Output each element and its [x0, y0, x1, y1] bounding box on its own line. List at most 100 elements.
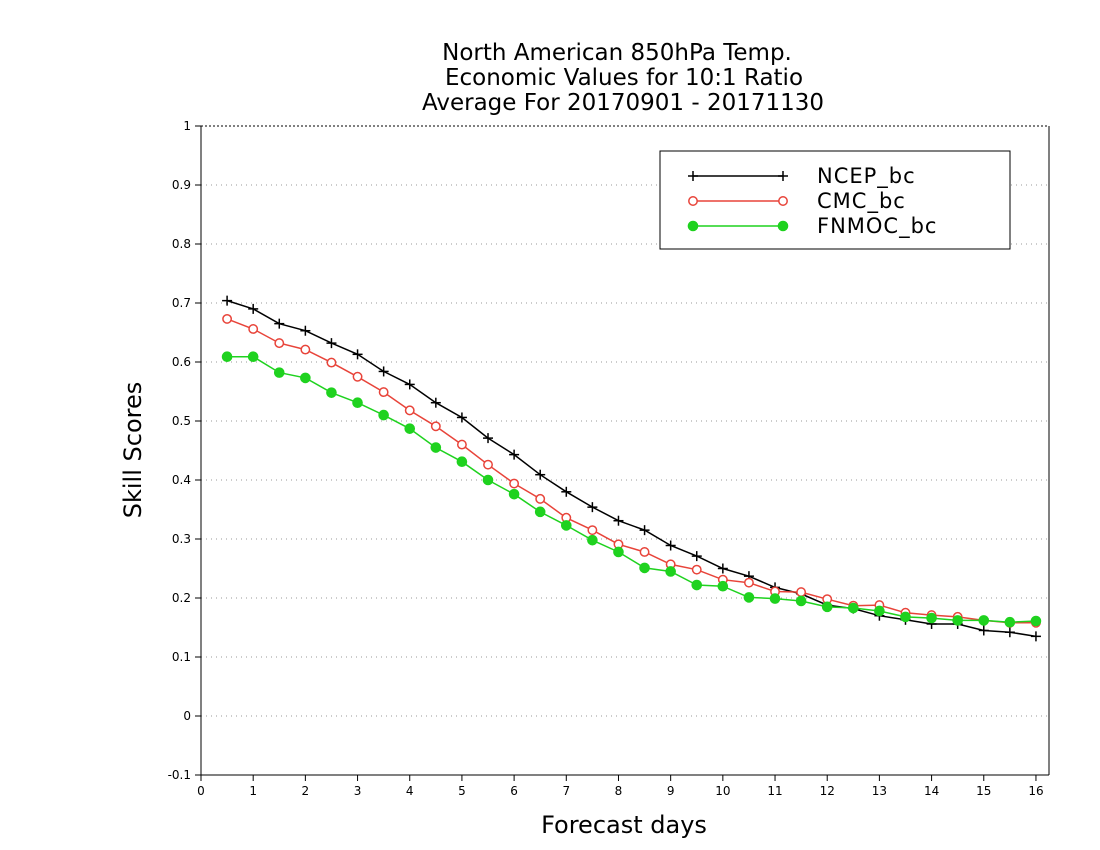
x-tick-label: 0: [197, 784, 205, 798]
x-tick-label: 10: [715, 784, 730, 798]
data-point-fnmoc-bc: [769, 593, 781, 604]
data-point-fnmoc-bc: [848, 602, 859, 614]
data-point-ncep-bc: [248, 303, 259, 314]
data-point-ncep-bc: [222, 295, 233, 306]
data-point-fnmoc-bc: [587, 534, 598, 546]
series-line-fnmoc-bc: [227, 355, 1037, 623]
x-tick-label: 12: [820, 784, 835, 798]
data-point-fnmoc-bc: [1030, 615, 1042, 627]
data-point-fnmoc-bc: [874, 605, 885, 617]
series-layer: [221, 295, 1042, 642]
data-point-cmc-bc: [222, 313, 233, 324]
data-point-ncep-bc: [509, 449, 520, 460]
data-point-fnmoc-bc: [482, 474, 494, 486]
data-point-ncep-bc: [717, 563, 728, 574]
data-point-ncep-bc: [665, 540, 676, 551]
data-point-cmc-bc: [587, 525, 598, 536]
x-tick-label: 5: [458, 784, 466, 798]
data-point-cmc-bc: [509, 478, 520, 489]
y-tick-label: 0.3: [172, 532, 191, 546]
y-tick-label: 0.7: [172, 296, 191, 310]
data-point-fnmoc-bc: [978, 615, 990, 626]
data-point-fnmoc-bc: [639, 562, 650, 574]
data-point-fnmoc-bc: [221, 351, 233, 362]
x-tick-label: 16: [1028, 784, 1043, 798]
data-point-ncep-bc: [691, 551, 702, 562]
data-point-cmc-bc: [456, 439, 467, 450]
data-point-fnmoc-bc: [795, 595, 807, 607]
y-axis-label: Skill Scores: [119, 382, 147, 519]
legend-item-cmc-bc: CMC_bc: [688, 189, 905, 214]
data-point-cmc-bc: [691, 564, 702, 575]
data-point-fnmoc-bc: [900, 611, 911, 623]
x-tick-label: 6: [510, 784, 518, 798]
data-point-ncep-bc: [274, 318, 285, 329]
data-point-fnmoc-bc: [247, 351, 259, 362]
data-point-fnmoc-bc: [926, 612, 937, 624]
data-point-ncep-bc: [430, 397, 441, 408]
data-point-ncep-bc: [404, 379, 415, 390]
legend-item-ncep-bc: NCEP_bc: [688, 164, 916, 189]
series-fnmoc-bc: [221, 351, 1042, 628]
plot-frame: [200, 125, 1050, 776]
chart-title: North American 850hPa Temp. Economic Val…: [422, 40, 824, 116]
x-tick-label: 3: [354, 784, 362, 798]
legend-item-fnmoc-bc: FNMOC_bc: [687, 214, 937, 239]
chart-title-line-1: North American 850hPa Temp.: [442, 40, 792, 66]
data-point-ncep-bc: [639, 525, 650, 536]
data-point-ncep-bc: [300, 325, 311, 336]
data-point-fnmoc-bc: [665, 566, 676, 577]
data-point-cmc-bc: [248, 324, 259, 334]
x-axis-label: Forecast days: [541, 811, 707, 839]
data-point-ncep-bc: [1030, 631, 1041, 642]
x-tick-label: 1: [249, 784, 257, 798]
legend-label-ncep-bc: NCEP_bc: [817, 164, 916, 189]
y-tick-label: 0.5: [172, 414, 191, 428]
x-tick-label: 15: [976, 784, 991, 798]
data-point-fnmoc-bc: [560, 520, 572, 531]
data-point-fnmoc-bc: [717, 580, 729, 592]
data-point-fnmoc-bc: [300, 372, 311, 384]
y-tick-label: 0.2: [172, 591, 191, 605]
y-tick-label: -0.1: [168, 768, 191, 782]
data-point-fnmoc-bc: [1004, 616, 1016, 628]
data-point-ncep-bc: [978, 625, 989, 636]
data-point-cmc-bc: [535, 493, 546, 504]
x-tick-label: 2: [302, 784, 310, 798]
data-point-fnmoc-bc: [404, 423, 416, 434]
legend-marker: [688, 196, 698, 206]
data-point-ncep-bc: [483, 433, 494, 444]
data-point-cmc-bc: [274, 338, 285, 349]
y-tick-label: 0.9: [172, 178, 191, 192]
data-point-cmc-bc: [378, 387, 389, 398]
x-tick-label: 9: [667, 784, 675, 798]
x-tick-label: 14: [924, 784, 939, 798]
chart-title-line-3: Average For 20170901 - 20171130: [422, 90, 824, 116]
data-point-fnmoc-bc: [952, 615, 963, 626]
legend-marker: [778, 196, 788, 206]
legend-box: [659, 150, 1011, 250]
legend-marker: [688, 171, 698, 181]
data-point-cmc-bc: [352, 371, 363, 382]
y-tick-label: 0.4: [172, 473, 191, 487]
y-tick-label: 0.8: [172, 237, 191, 251]
x-tick-label: 13: [872, 784, 887, 798]
y-axis: -0.1 0 0.1 0.2 0.3 0.4 0.5 0.6 0.7 0.8 0.9 1: [168, 119, 201, 782]
series-line-ncep-bc: [226, 299, 1037, 638]
x-tick-label: 11: [767, 784, 782, 798]
gridlines: [201, 184, 1049, 717]
data-point-fnmoc-bc: [743, 592, 755, 603]
data-point-cmc-bc: [796, 587, 807, 598]
data-point-cmc-bc: [483, 459, 493, 470]
data-point-ncep-bc: [456, 412, 467, 423]
data-point-ncep-bc: [535, 469, 546, 480]
legend-label-fnmoc-bc: FNMOC_bc: [817, 214, 937, 239]
data-point-fnmoc-bc: [352, 397, 363, 409]
data-point-cmc-bc: [743, 577, 754, 588]
y-tick-label: 0.1: [172, 650, 191, 664]
data-point-ncep-bc: [587, 502, 598, 513]
data-point-fnmoc-bc: [508, 488, 520, 500]
data-point-ncep-bc: [326, 338, 337, 349]
